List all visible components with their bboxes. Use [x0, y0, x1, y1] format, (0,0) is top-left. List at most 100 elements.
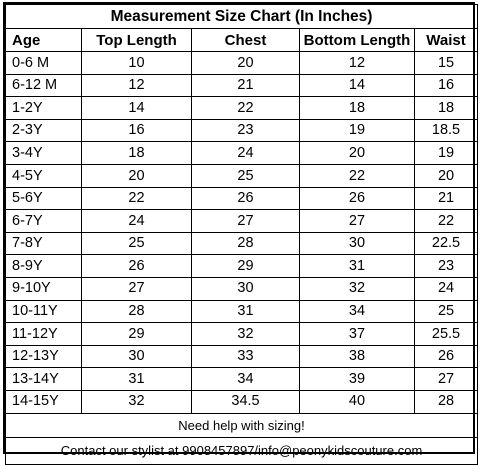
cell-chest: 31 — [191, 299, 300, 324]
table-row: 5-6Y 22 26 26 21 — [5, 186, 479, 211]
cell-waist: 26 — [413, 344, 479, 369]
cell-age: 9-10Y — [5, 276, 82, 301]
cell-bottom-length: 40 — [299, 389, 415, 414]
cell-top-length: 28 — [81, 299, 192, 324]
cell-top-length: 10 — [81, 51, 192, 75]
cell-chest: 22 — [191, 96, 300, 120]
cell-bottom-length: 12 — [299, 51, 415, 75]
cell-age: 0-6 M — [5, 51, 82, 75]
table-row: 0-6 M 10 20 12 15 — [5, 51, 479, 75]
cell-waist: 16 — [413, 73, 479, 98]
table-row: 10-11Y 28 31 34 25 — [5, 299, 479, 324]
cell-bottom-length: 26 — [299, 186, 415, 211]
cell-bottom-length: 31 — [299, 254, 415, 278]
cell-top-length: 32 — [81, 389, 192, 414]
cell-age: 5-6Y — [5, 186, 82, 211]
cell-waist: 23 — [413, 254, 479, 278]
table-row: 4-5Y 20 25 22 20 — [5, 163, 479, 188]
table-row: 6-12 M 12 21 14 16 — [5, 73, 479, 98]
table-row: 1-2Y 14 22 18 18 — [5, 96, 479, 120]
cell-chest: 29 — [191, 254, 300, 278]
cell-top-length: 18 — [81, 141, 192, 165]
cell-waist: 18 — [413, 96, 479, 120]
cell-bottom-length: 18 — [299, 96, 415, 120]
cell-chest: 30 — [191, 276, 300, 301]
cell-top-length: 27 — [81, 276, 192, 301]
cell-age: 12-13Y — [5, 344, 82, 369]
cell-age: 1-2Y — [5, 96, 82, 120]
table-row: 2-3Y 16 23 19 18.5 — [5, 118, 479, 143]
column-header-bottom-length: Bottom Length — [299, 28, 415, 52]
cell-age: 4-5Y — [5, 163, 82, 188]
cell-age: 2-3Y — [5, 118, 82, 143]
cell-chest: 26 — [191, 186, 300, 211]
cell-chest: 25 — [191, 163, 300, 188]
cell-age: 10-11Y — [5, 299, 82, 324]
cell-chest: 34.5 — [191, 389, 300, 414]
cell-top-length: 14 — [81, 96, 192, 120]
size-chart: Measurement Size Chart (In Inches) Age T… — [3, 2, 479, 465]
table-row: 9-10Y 27 30 32 24 — [5, 276, 479, 301]
size-rows: 0-6 M 10 20 12 15 6-12 M 12 21 14 16 1-2Y 14 22 18 18 2… — [5, 51, 479, 414]
table-row: 3-4Y 18 24 20 19 — [5, 141, 479, 165]
cell-age: 7-8Y — [5, 231, 82, 256]
cell-age: 14-15Y — [5, 389, 82, 414]
column-header-age: Age — [5, 28, 82, 52]
cell-top-length: 30 — [81, 344, 192, 369]
cell-waist: 25 — [413, 299, 479, 324]
cell-top-length: 25 — [81, 231, 192, 256]
column-header-chest: Chest — [191, 28, 300, 52]
cell-top-length: 31 — [81, 367, 192, 391]
cell-bottom-length: 30 — [299, 231, 415, 256]
cell-chest: 32 — [191, 322, 300, 346]
cell-bottom-length: 27 — [299, 209, 415, 233]
table-row: 11-12Y 29 32 37 25.5 — [5, 322, 479, 346]
cell-age: 8-9Y — [5, 254, 82, 278]
contact-info: Contact our stylist at 9908457897/info@p… — [4, 436, 479, 465]
column-header-row: Age Top Length Chest Bottom Length Waist — [5, 28, 479, 52]
table-row: 13-14Y 31 34 39 27 — [5, 367, 479, 391]
cell-chest: 24 — [191, 141, 300, 165]
cell-chest: 23 — [191, 118, 300, 143]
cell-top-length: 24 — [81, 209, 192, 233]
cell-waist: 19 — [413, 141, 479, 165]
cell-bottom-length: 37 — [299, 322, 415, 346]
cell-top-length: 22 — [81, 186, 192, 211]
cell-waist: 22 — [413, 209, 479, 233]
cell-waist: 15 — [413, 51, 479, 75]
table-row: 7-8Y 25 28 30 22.5 — [5, 231, 479, 256]
cell-chest: 20 — [191, 51, 300, 75]
cell-chest: 27 — [191, 209, 300, 233]
cell-chest: 34 — [191, 367, 300, 391]
cell-bottom-length: 34 — [299, 299, 415, 324]
cell-age: 6-12 M — [5, 73, 82, 98]
cell-waist: 21 — [413, 186, 479, 211]
cell-top-length: 29 — [81, 322, 192, 346]
cell-bottom-length: 14 — [299, 73, 415, 98]
cell-top-length: 20 — [81, 163, 192, 188]
table-row: 14-15Y 32 34.5 40 28 — [5, 389, 479, 414]
size-chart-table: Measurement Size Chart (In Inches) Age T… — [4, 4, 479, 465]
cell-bottom-length: 39 — [299, 367, 415, 391]
column-header-top-length: Top Length — [81, 28, 192, 52]
cell-waist: 27 — [413, 367, 479, 391]
cell-waist: 22.5 — [413, 231, 479, 256]
cell-waist: 24 — [413, 276, 479, 301]
cell-top-length: 12 — [81, 73, 192, 98]
table-row: 12-13Y 30 33 38 26 — [5, 344, 479, 369]
cell-bottom-length: 20 — [299, 141, 415, 165]
sizing-help-note: Need help with sizing! — [4, 412, 479, 438]
cell-chest: 33 — [191, 344, 300, 369]
cell-bottom-length: 32 — [299, 276, 415, 301]
cell-waist: 28 — [413, 389, 479, 414]
cell-waist: 18.5 — [413, 118, 479, 143]
cell-chest: 28 — [191, 231, 300, 256]
cell-top-length: 26 — [81, 254, 192, 278]
table-row: 8-9Y 26 29 31 23 — [5, 254, 479, 278]
chart-title: Measurement Size Chart (In Inches) — [4, 4, 479, 29]
cell-age: 3-4Y — [5, 141, 82, 165]
cell-top-length: 16 — [81, 118, 192, 143]
cell-bottom-length: 38 — [299, 344, 415, 369]
table-row: 6-7Y 24 27 27 22 — [5, 209, 479, 233]
cell-waist: 25.5 — [413, 322, 479, 346]
